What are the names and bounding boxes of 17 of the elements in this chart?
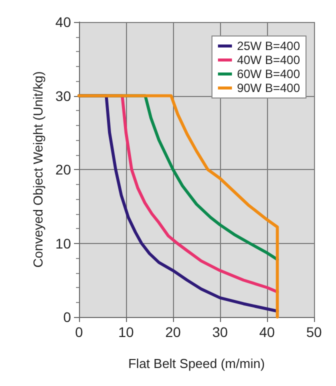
legend-label: 60W B=400 <box>236 67 300 81</box>
y-tick-label: 30 <box>55 88 72 104</box>
x-tick-label: 10 <box>118 324 134 340</box>
y-tick-label: 20 <box>55 162 72 178</box>
legend-label: 40W B=400 <box>236 53 300 67</box>
y-tick-label: 40 <box>55 14 72 30</box>
x-tick-label: 20 <box>165 324 181 340</box>
y-tick-label: 10 <box>55 235 72 252</box>
x-tick-label: 30 <box>212 324 228 340</box>
x-tick-label: 40 <box>259 324 275 340</box>
x-tick-label: 0 <box>75 324 84 340</box>
y-axis-title: Conveyed Object Weight (Unit/kg) <box>30 71 46 268</box>
legend-label: 25W B=400 <box>236 39 300 53</box>
x-tick-label: 50 <box>306 324 322 340</box>
x-axis-title: Flat Belt Speed (m/min) <box>128 356 265 371</box>
legend-label: 90W B=400 <box>236 81 300 95</box>
y-tick-label: 0 <box>63 309 72 325</box>
